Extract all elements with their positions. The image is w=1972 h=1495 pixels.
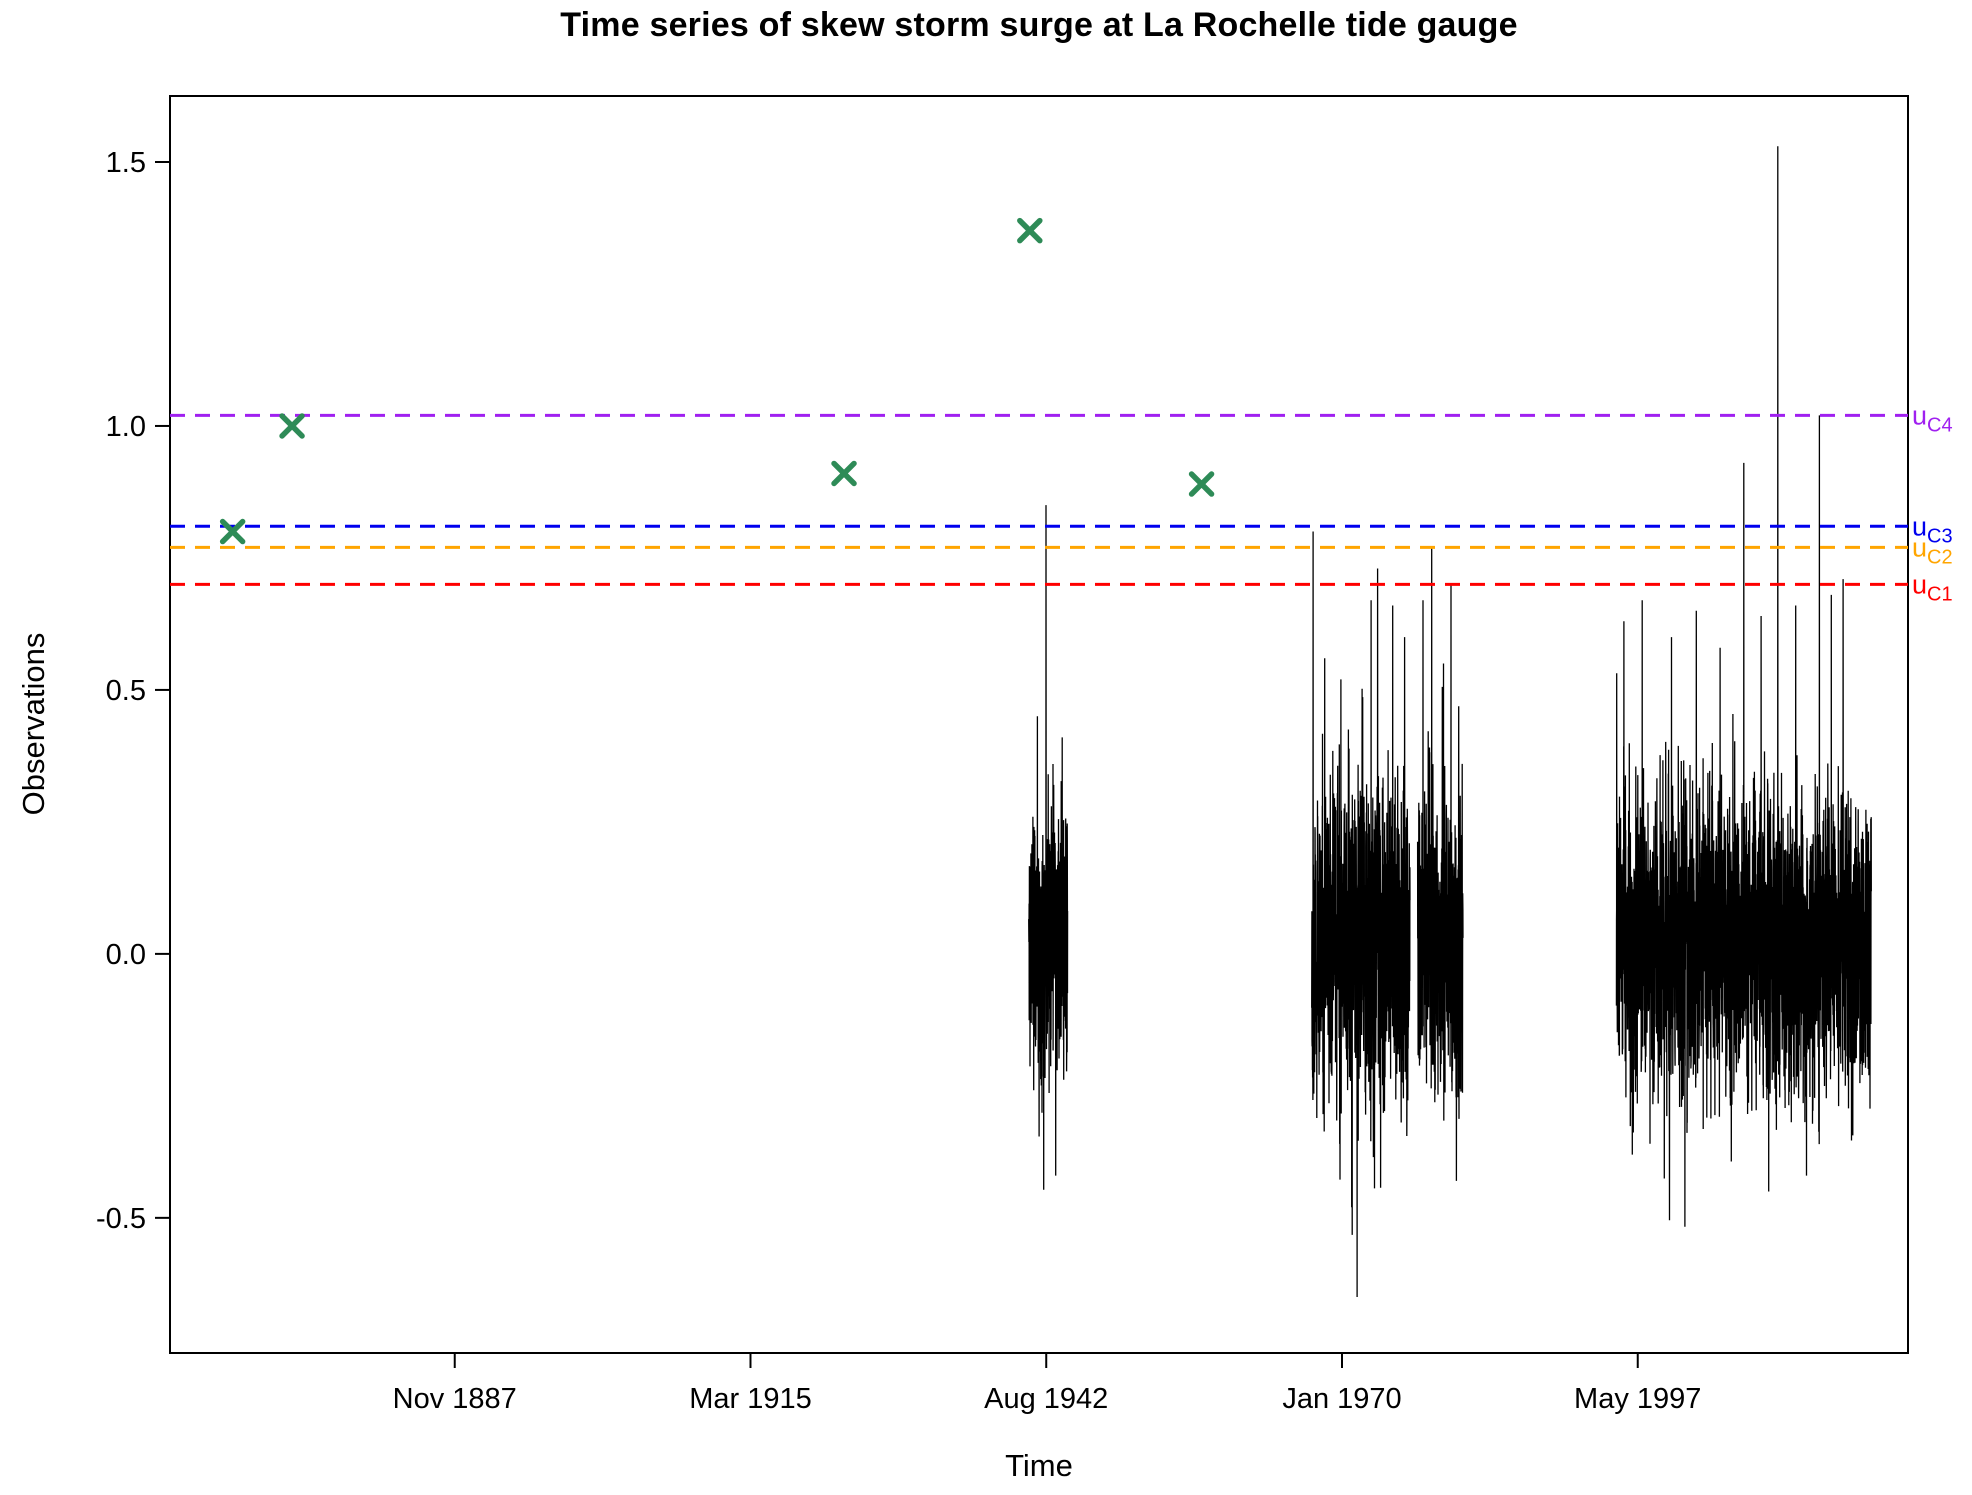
y-tick-label: 1.0 [106,411,146,443]
extreme-marker-icon [279,413,305,439]
x-axis-label: Time [1005,1448,1073,1483]
extreme-marker-icon [1017,217,1043,244]
plot-border [169,95,1909,1354]
x-tick-label: Aug 1942 [984,1383,1108,1415]
y-tick-label: 0.0 [106,939,146,971]
threshold-label-uC3: uC3 [1912,511,1953,547]
y-tick-label: 1.5 [106,147,146,179]
y-tick-label: -0.5 [96,1203,146,1235]
x-tick-label: Mar 1915 [689,1383,812,1415]
observation-series [1416,547,1464,1181]
x-tick-label: Jan 1970 [1282,1383,1401,1415]
observation-series [1028,505,1069,1190]
y-tick-label: 0.5 [106,675,146,707]
extreme-marker-icon [831,460,857,487]
chart-title: Time series of skew storm surge at La Ro… [560,6,1518,44]
extreme-marker-icon [1188,471,1215,497]
x-tick-label: Nov 1887 [393,1383,517,1415]
x-tick-label: May 1997 [1574,1383,1701,1415]
threshold-label-uC4: uC4 [1912,400,1953,436]
observation-series [1615,146,1872,1227]
threshold-label-uC2: uC2 [1912,532,1953,568]
extreme-marker-icon [219,518,246,545]
observation-series [1311,531,1411,1298]
threshold-label-uC1: uC1 [1912,569,1953,605]
